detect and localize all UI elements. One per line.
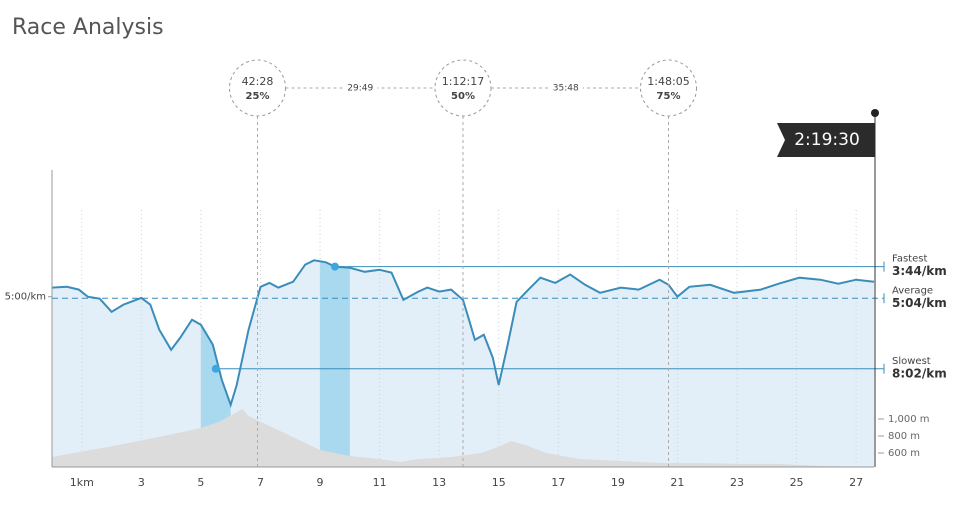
x-tick-label: 15 bbox=[492, 476, 506, 489]
x-tick-label: 7 bbox=[257, 476, 264, 489]
split-time: 42:28 bbox=[242, 75, 274, 88]
x-tick-label: 13 bbox=[432, 476, 446, 489]
marker-point bbox=[330, 262, 339, 271]
marker-value: 3:44/km bbox=[892, 264, 947, 278]
split-circle bbox=[640, 59, 697, 117]
x-tick-label: 5 bbox=[197, 476, 204, 489]
split-circle bbox=[434, 59, 492, 117]
split-percent: 75% bbox=[657, 91, 681, 102]
x-tick-label: 3 bbox=[138, 476, 145, 489]
split-circle bbox=[229, 59, 286, 117]
y-tick-label: 5:00/km bbox=[5, 292, 46, 303]
finish-time: 2:19:30 bbox=[794, 130, 860, 150]
x-tick-label: 19 bbox=[611, 476, 625, 489]
marker-value: 5:04/km bbox=[892, 296, 947, 310]
y2-tick-label: 600 m bbox=[888, 448, 920, 459]
marker-name: Fastest bbox=[892, 254, 927, 265]
interval-bg bbox=[548, 81, 583, 95]
finish-dot bbox=[871, 109, 879, 117]
split-time: 1:48:05 bbox=[647, 75, 689, 88]
marker-value: 8:02/km bbox=[892, 366, 947, 380]
chart-title: Race Analysis bbox=[12, 15, 164, 40]
x-tick-label: 11 bbox=[373, 476, 387, 489]
x-tick-label: 23 bbox=[730, 476, 744, 489]
marker-point bbox=[211, 364, 220, 373]
finish-flag bbox=[777, 123, 875, 157]
interval-label: 35:48 bbox=[553, 84, 579, 94]
split-time: 1:12:17 bbox=[442, 75, 484, 88]
split-percent: 25% bbox=[246, 91, 270, 102]
split-percent: 50% bbox=[451, 91, 475, 102]
highlight-band bbox=[320, 260, 350, 467]
marker-name: Average bbox=[892, 285, 933, 296]
y2-tick-label: 1,000 m bbox=[888, 414, 930, 425]
x-tick-label: 25 bbox=[790, 476, 804, 489]
interval-label: 29:49 bbox=[347, 84, 373, 94]
x-tick-label: 21 bbox=[670, 476, 684, 489]
x-tick-label: 9 bbox=[317, 476, 324, 489]
x-tick-label: 27 bbox=[849, 476, 863, 489]
x-tick-label: 1km bbox=[70, 476, 94, 489]
pace-line bbox=[51, 259, 875, 408]
x-tick-label: 17 bbox=[551, 476, 565, 489]
y2-tick-label: 800 m bbox=[888, 431, 920, 442]
interval-bg bbox=[343, 81, 378, 95]
marker-name: Slowest bbox=[892, 356, 931, 367]
